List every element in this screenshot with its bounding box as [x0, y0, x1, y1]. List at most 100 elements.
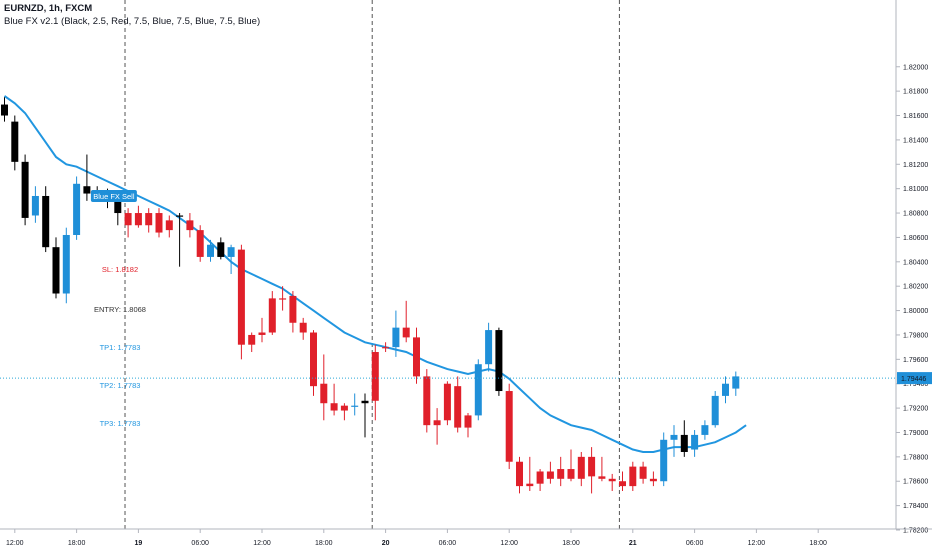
candle [670, 425, 678, 457]
candle [124, 208, 132, 238]
price-badge-label: 1.79446 [901, 376, 926, 383]
candle [310, 330, 317, 396]
candle-body [443, 383, 451, 421]
candle [485, 322, 493, 372]
level-tp2-label: TP2: 1.7783 [100, 381, 141, 390]
candle-body [196, 230, 204, 257]
candle [217, 237, 225, 260]
candle [413, 327, 420, 384]
candle-body [711, 395, 719, 426]
candle [351, 393, 359, 416]
candle-body [299, 322, 307, 333]
candle [52, 237, 60, 299]
trade-levels: SL: 1.8182 ENTRY: 1.8068 TP1: 1.7783 TP2: 1… [94, 265, 146, 428]
candle [237, 244, 245, 360]
candle [392, 310, 400, 357]
candle [155, 208, 163, 238]
candle-body [371, 352, 379, 401]
grid-lines [124, 0, 620, 529]
candle [371, 344, 379, 421]
candle-body [320, 383, 328, 404]
price-tick-label: 1.80200 [903, 284, 928, 291]
candle [31, 186, 39, 223]
price-tick-label: 1.80800 [903, 211, 928, 218]
price-tick-label: 1.79400 [903, 381, 928, 388]
time-axis[interactable]: 12:00 18:00 19 06:00 12:00 18:00 20 06:00 12:00 1… [0, 528, 932, 547]
candle-body [124, 213, 132, 226]
candle-body [134, 213, 142, 226]
candle [73, 176, 81, 240]
time-tick-label: 06:00 [686, 540, 704, 547]
price-tick-label: 1.79600 [903, 357, 928, 364]
candle-body [660, 439, 668, 482]
candle [680, 420, 688, 457]
candle [258, 317, 266, 343]
candle [320, 354, 328, 421]
candle-body [165, 220, 173, 231]
candle-body [485, 330, 493, 365]
candle-body [207, 244, 214, 257]
candle [536, 469, 544, 491]
candle-body [392, 327, 400, 348]
candle [145, 208, 153, 233]
candle-body [351, 405, 359, 407]
candle [361, 393, 369, 438]
candle [588, 447, 596, 494]
time-tick-label: 12:00 [500, 540, 518, 547]
time-tick-label: 20 [382, 540, 390, 547]
candle-body [639, 466, 647, 479]
candle-body [505, 391, 513, 462]
candle-body [382, 347, 390, 349]
candle [608, 473, 616, 491]
time-tick-label: 06:00 [191, 540, 209, 547]
candle [279, 286, 287, 311]
candle-body [268, 298, 276, 333]
level-tp3-label: TP3: 1.7783 [100, 419, 141, 428]
signal-label: Blue FX Sell [93, 192, 135, 201]
price-tick-label: 1.81600 [903, 113, 928, 120]
candle-body [83, 186, 91, 194]
candle-body [62, 234, 70, 294]
price-tick-label: 1.82000 [903, 64, 928, 71]
candle-body [464, 415, 472, 428]
candle-body [691, 434, 699, 450]
candle [649, 471, 657, 487]
candle [433, 408, 441, 445]
candle [660, 432, 668, 487]
candle [330, 383, 338, 416]
price-axis[interactable]: 1.82000 1.81800 1.81600 1.81400 1.81200 1.810… [895, 0, 932, 535]
candle [268, 291, 276, 335]
signal-marker[interactable]: Blue FX Sell [90, 189, 137, 202]
candle-body [1, 104, 8, 116]
candle [557, 456, 565, 487]
price-tick-label: 1.80600 [903, 235, 928, 242]
candle-body [670, 434, 678, 440]
candle [1, 97, 8, 122]
candle [423, 369, 431, 433]
candle-body [567, 469, 575, 479]
candle-body [546, 471, 554, 479]
candle [227, 244, 235, 274]
candle [299, 317, 307, 340]
candle [495, 327, 503, 396]
candle [165, 215, 173, 238]
time-tick-label: 18:00 [809, 540, 827, 547]
level-tp1-label: TP1: 1.7783 [100, 343, 141, 352]
candle [629, 461, 637, 491]
candle-body [42, 195, 50, 248]
candle [691, 430, 699, 457]
candle [526, 456, 534, 491]
candles [1, 97, 740, 494]
candle [134, 205, 142, 228]
candle-body [289, 295, 297, 323]
candle-body [114, 200, 122, 214]
candle-body [217, 242, 225, 257]
candle [722, 376, 729, 404]
candle-body [577, 456, 585, 479]
candle-body [402, 327, 410, 338]
candle [474, 359, 482, 421]
candle-body [227, 247, 235, 257]
price-tick-label: 1.79000 [903, 430, 928, 437]
candle [598, 456, 606, 482]
